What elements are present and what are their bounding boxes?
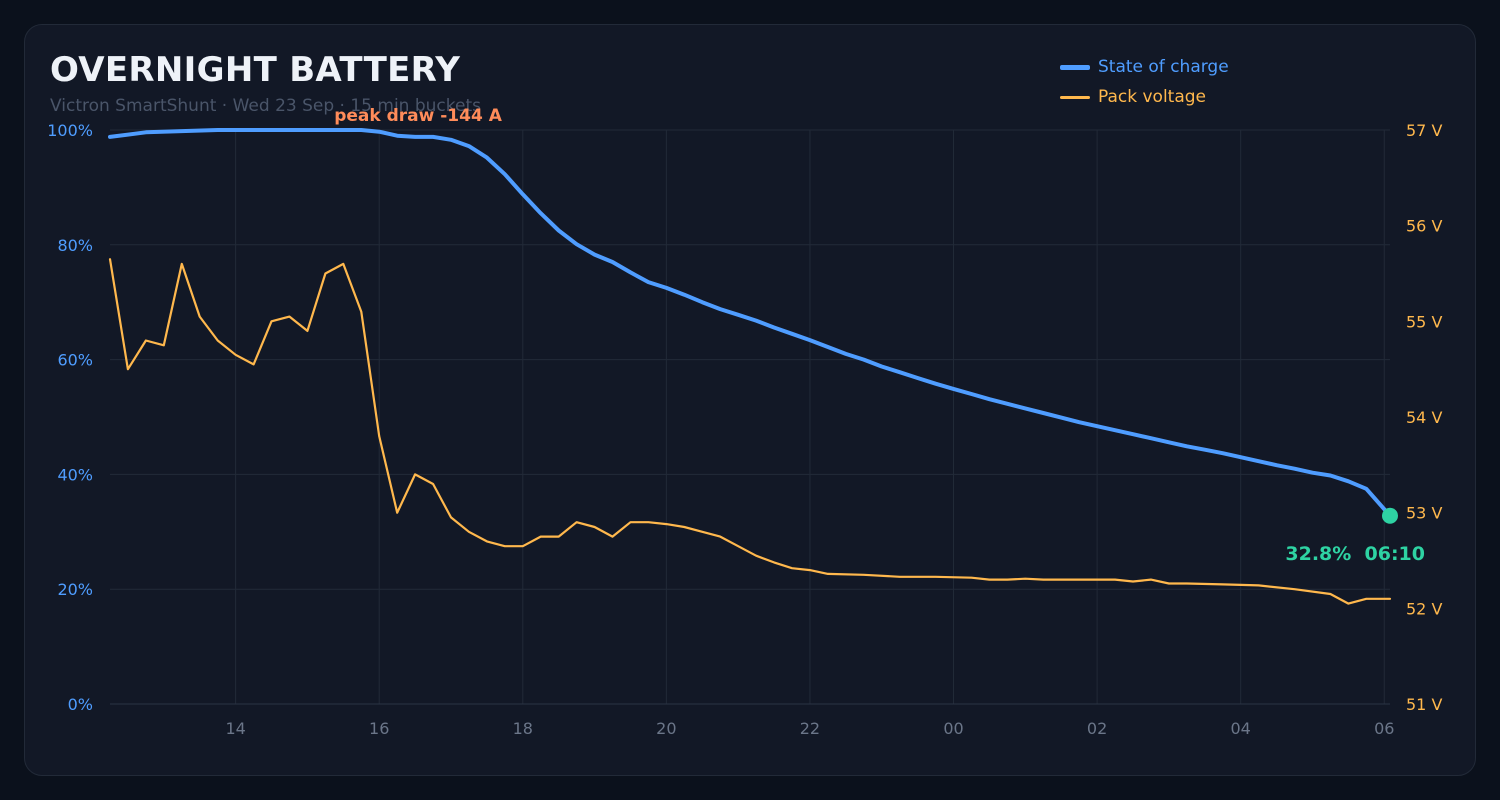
y-right-tick-label: 52 V xyxy=(1406,599,1442,618)
legend-swatch-voltage xyxy=(1060,95,1090,99)
y-left-tick-label: 100% xyxy=(47,121,93,140)
y-right-tick-label: 54 V xyxy=(1406,408,1442,427)
y-right-tick-label: 55 V xyxy=(1406,312,1442,331)
x-tick-label: 20 xyxy=(656,719,676,738)
x-tick-label: 04 xyxy=(1230,719,1250,738)
x-tick-label: 06 xyxy=(1374,719,1394,738)
y-right-tick-label: 56 V xyxy=(1406,217,1442,236)
y-left-tick-label: 80% xyxy=(57,236,93,255)
y-left-tick-label: 60% xyxy=(57,351,93,370)
chart-title: OVERNIGHT BATTERY xyxy=(50,50,461,90)
y-right-tick-label: 51 V xyxy=(1406,695,1442,714)
peak-draw-annotation: peak draw -144 A xyxy=(334,106,503,126)
y-left-tick-label: 20% xyxy=(57,580,93,599)
legend-swatch-soc xyxy=(1060,64,1090,70)
legend-item-voltage[interactable]: Pack voltage xyxy=(1060,82,1229,112)
series-line-state-of-charge xyxy=(108,128,1392,518)
y-left-tick-label: 0% xyxy=(68,695,93,714)
y-right-tick-label: 57 V xyxy=(1406,121,1442,140)
series-line-pack-voltage xyxy=(108,258,1392,605)
legend-label-soc: State of charge xyxy=(1098,57,1229,77)
y-right-tick-label: 53 V xyxy=(1406,504,1442,523)
x-tick-label: 00 xyxy=(943,719,963,738)
x-tick-label: 14 xyxy=(225,719,245,738)
y-left-tick-label: 40% xyxy=(57,465,93,484)
x-tick-label: 16 xyxy=(369,719,389,738)
endpoint-label: 32.8% 06:10 xyxy=(1285,543,1425,565)
legend-label-voltage: Pack voltage xyxy=(1098,87,1207,107)
x-tick-label: 18 xyxy=(513,719,533,738)
chart-subtitle: Victron SmartShunt · Wed 23 Sep · 15 min… xyxy=(50,96,481,116)
x-tick-label: 02 xyxy=(1087,719,1107,738)
legend-item-soc[interactable]: State of charge xyxy=(1060,52,1229,82)
chart-card xyxy=(24,24,1476,776)
chart-legend: State of charge Pack voltage xyxy=(1060,52,1229,112)
endpoint-marker xyxy=(1382,507,1398,524)
x-tick-label: 22 xyxy=(800,719,820,738)
